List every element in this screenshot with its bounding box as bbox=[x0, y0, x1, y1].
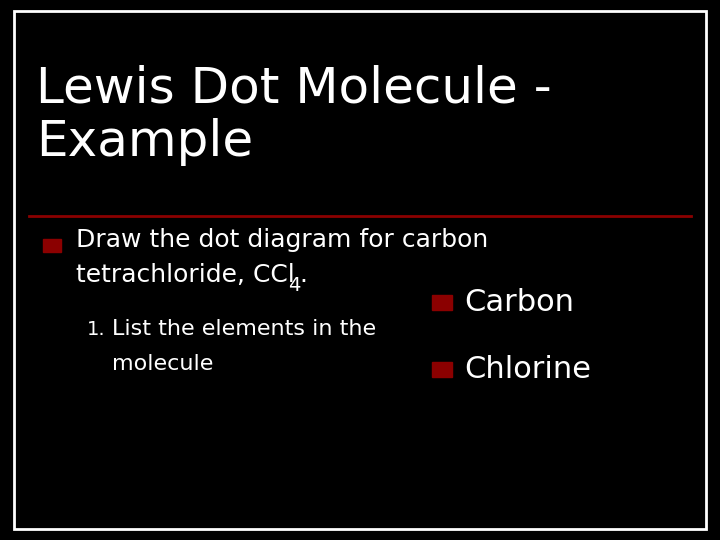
Text: 1.: 1. bbox=[86, 320, 105, 339]
Text: tetrachloride, CCl: tetrachloride, CCl bbox=[76, 264, 294, 287]
Text: Draw the dot diagram for carbon: Draw the dot diagram for carbon bbox=[76, 228, 488, 252]
Bar bbox=[43, 239, 61, 252]
Text: Lewis Dot Molecule -
Example: Lewis Dot Molecule - Example bbox=[36, 65, 552, 166]
Text: molecule: molecule bbox=[112, 354, 213, 375]
Bar bbox=[432, 295, 452, 310]
Text: Chlorine: Chlorine bbox=[464, 355, 591, 384]
Text: List the elements in the: List the elements in the bbox=[112, 319, 376, 340]
Text: 4: 4 bbox=[288, 275, 300, 295]
Bar bbox=[432, 362, 452, 377]
Text: Carbon: Carbon bbox=[464, 288, 575, 317]
Text: .: . bbox=[300, 264, 307, 287]
